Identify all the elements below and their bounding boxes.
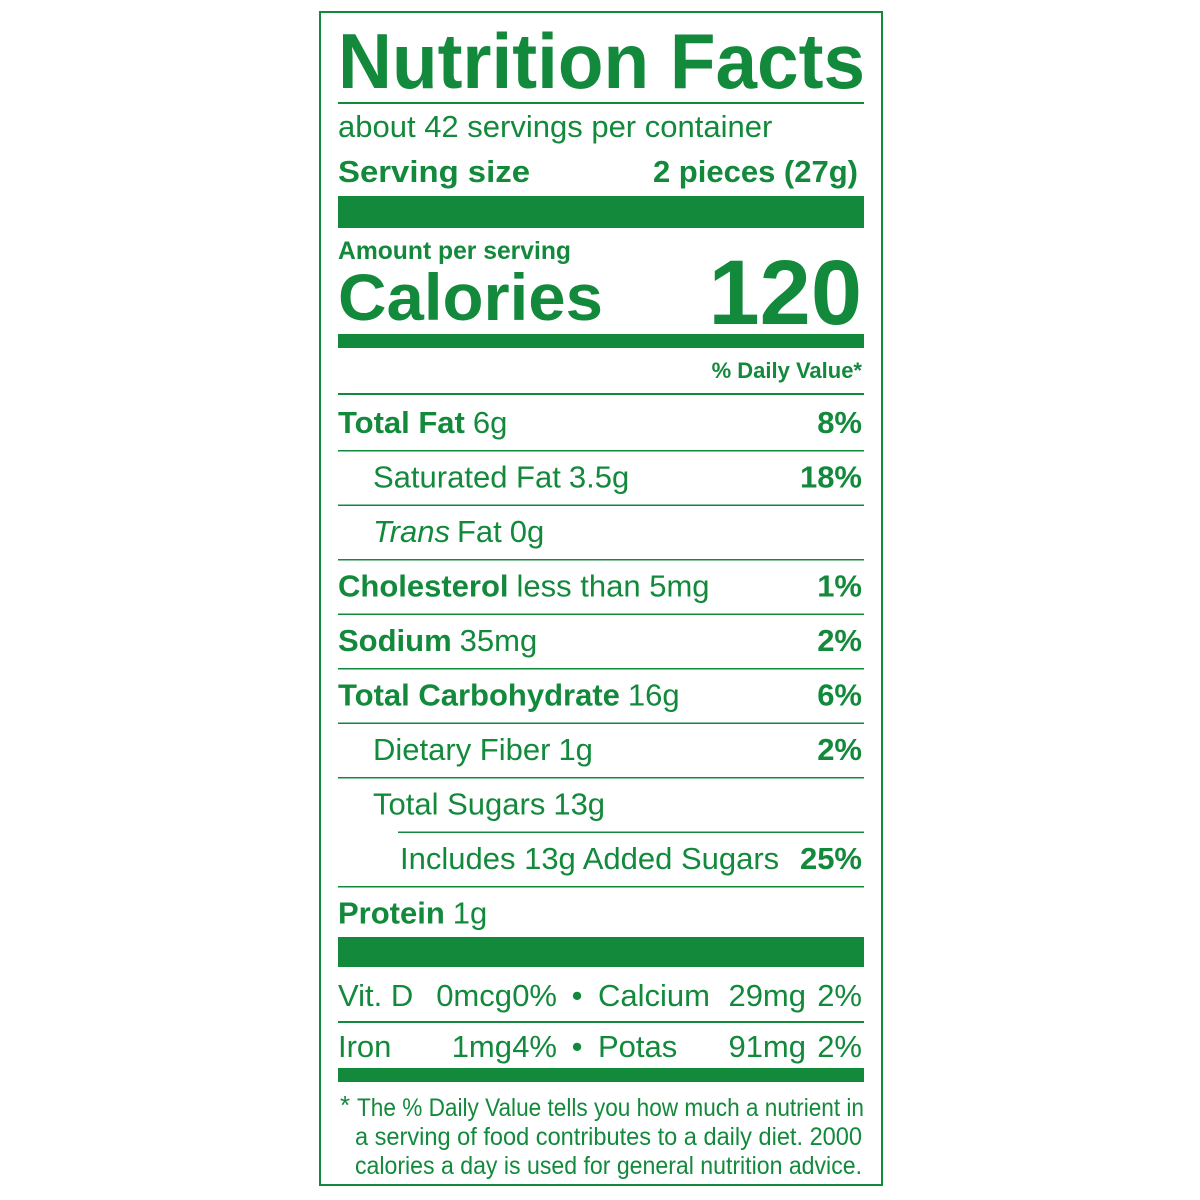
vitamin-name: Iron	[338, 1029, 391, 1064]
nutrient-name: Protein	[338, 896, 445, 931]
vitamin-amount: 0mcg	[436, 978, 512, 1013]
nutrient: Total Carbohydrate 16g	[338, 678, 680, 713]
nutrient-dv: 2%	[817, 623, 862, 658]
footnote-line: The % Daily Value tells you how much a n…	[357, 1094, 864, 1122]
rule	[338, 559, 864, 561]
nutrient: Dietary Fiber 1g	[373, 732, 593, 767]
nutrient: Sodium 35mg	[338, 623, 537, 658]
vitamin-dv: 2%	[817, 978, 862, 1013]
vitamin-name: Vit. D	[338, 978, 413, 1013]
title: Nutrition Facts	[338, 17, 865, 105]
nutrient-name: Total Sugars	[373, 787, 545, 822]
footnote-line: calories a day is used for general nutri…	[355, 1152, 862, 1180]
vitamin-dv: 4%	[512, 1029, 557, 1064]
rule	[338, 613, 864, 615]
vitamin-amount: 1mg	[452, 1029, 512, 1064]
vitamin-dv: 0%	[512, 978, 557, 1013]
nutrient: Protein 1g	[338, 896, 487, 931]
calories-value: 120	[709, 242, 863, 344]
vitamin-name: Potas	[598, 1029, 677, 1064]
nutrient-dv: 1%	[817, 569, 862, 604]
rule	[338, 450, 864, 452]
nutrient-name: Saturated Fat	[373, 460, 561, 495]
label-border	[319, 11, 883, 1186]
rule	[338, 504, 864, 506]
vitamin-dv: 2%	[817, 1029, 862, 1064]
daily-value-header: % Daily Value*	[712, 358, 863, 383]
serving-size-label: Serving size	[338, 154, 530, 189]
nutrient: Includes 13g Added Sugars	[400, 841, 779, 876]
nutrient-italic: Trans	[373, 514, 450, 549]
nutrient-name: Dietary Fiber	[373, 732, 550, 767]
medium-bar	[338, 334, 864, 348]
nutrient-name: Total Fat	[338, 405, 465, 440]
nutrient-dv: 2%	[817, 732, 862, 767]
thick-bar	[338, 937, 864, 967]
nutrient-dv: 8%	[817, 405, 862, 440]
nutrient-amount: 13g	[553, 787, 605, 822]
rule	[338, 722, 864, 724]
servings: about 42 servings per container	[338, 109, 772, 144]
nutrient-amount: 16g	[628, 678, 680, 713]
nutrient: Trans Fat 0g	[373, 514, 544, 549]
thick-bar	[338, 196, 864, 228]
medium-bar	[338, 1068, 864, 1082]
nutrient-amount: 0g	[510, 514, 544, 549]
footnote-line: a serving of food contributes to a daily…	[355, 1123, 862, 1151]
nutrient-amount: 6g	[473, 405, 507, 440]
rule	[338, 393, 864, 395]
rule	[338, 886, 864, 888]
nutrient-dv: 18%	[800, 460, 862, 495]
rule	[398, 831, 864, 833]
nutrient-amount: 35mg	[460, 623, 538, 658]
vitamin-amount: 91mg	[728, 1029, 806, 1064]
rule	[338, 102, 864, 104]
nutrient-amount: less than 5mg	[517, 569, 710, 604]
vitamin-rows: Vit. D 0mcg 0% Calcium 29mg 2% • Iron 1mg 4% Potas…	[338, 978, 862, 1064]
calories-label: Calories	[338, 260, 603, 334]
vitamin-name: Calcium	[598, 978, 710, 1013]
nutrient-dv: 25%	[800, 841, 862, 876]
nutrient: Cholesterol less than 5mg	[338, 569, 710, 604]
amount-per-serving: Amount per serving	[338, 237, 571, 265]
nutrient-amount: 1g	[453, 896, 487, 931]
nutrient: Total Fat 6g	[338, 405, 507, 440]
rule	[338, 777, 864, 779]
footnote: The % Daily Value tells you how much a n…	[355, 1094, 864, 1180]
nutrient-dv: 6%	[817, 678, 862, 713]
nutrient-name: Sodium	[338, 623, 452, 658]
separator: •	[572, 978, 583, 1013]
nutrient-name: Cholesterol	[338, 569, 509, 604]
nutrient-amount: 3.5g	[569, 460, 629, 495]
vitamin-amount: 29mg	[728, 978, 806, 1013]
nutrient-rows: Total Fat 6g 8% Saturated Fat 3.5g 18% Trans Fa…	[338, 405, 864, 931]
footnote-mark: *	[340, 1090, 350, 1120]
nutrient-name: Includes 13g Added Sugars	[400, 841, 779, 876]
separator: •	[572, 1029, 583, 1064]
nutrient: Saturated Fat 3.5g	[373, 460, 629, 495]
rule	[338, 1021, 864, 1023]
nutrient: Total Sugars 13g	[373, 787, 605, 822]
nutrient-name: Total Carbohydrate	[338, 678, 620, 713]
serving-size-value: 2 pieces (27g)	[653, 154, 858, 189]
nutrient-amount: 1g	[558, 732, 592, 767]
rule	[338, 668, 864, 670]
nutrient-name: Fat	[457, 514, 502, 549]
